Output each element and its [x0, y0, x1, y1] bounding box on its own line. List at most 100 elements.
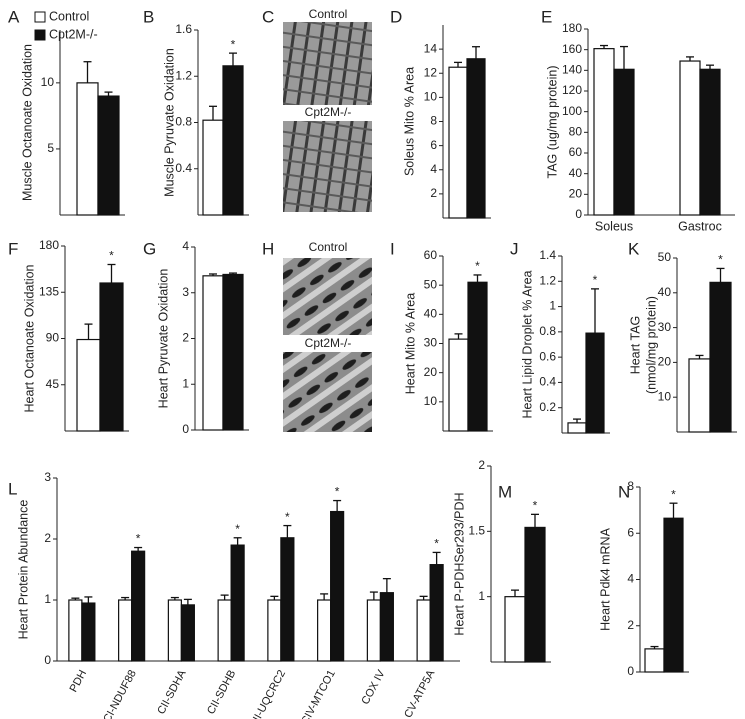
bar	[709, 281, 732, 433]
x-tick-label: Gastroc	[678, 219, 722, 233]
y-tick-label: 0	[44, 653, 51, 667]
y-tick-label: 0.6	[539, 349, 556, 363]
bar	[222, 65, 244, 216]
y-tick-label: 0	[182, 422, 189, 436]
bar	[68, 599, 83, 662]
y-tick-label: 8	[430, 114, 437, 128]
y-axis-label: Muscle Pyruvate Oxidation	[162, 48, 176, 197]
x-tick-label: CII-SDHB	[205, 668, 238, 716]
bar	[585, 332, 605, 434]
y-tick-label: 1	[478, 589, 485, 603]
panel-label: F	[8, 239, 18, 258]
panel-label: A	[8, 7, 20, 26]
panel-label: D	[390, 7, 402, 26]
micrograph	[283, 352, 372, 432]
significance-star: *	[671, 487, 676, 501]
x-tick-label: CI-NDUF88	[101, 668, 139, 719]
bar	[379, 592, 394, 662]
y-tick-label: 1.4	[539, 248, 556, 262]
y-tick-label: 1	[182, 376, 189, 390]
bar	[202, 119, 224, 216]
significance-star: *	[434, 537, 439, 551]
y-tick-label: 180	[39, 238, 59, 252]
bar	[679, 60, 701, 216]
y-tick-label: 2	[44, 531, 51, 545]
y-tick-label: 30	[658, 320, 672, 334]
y-tick-label: 40	[658, 285, 672, 299]
y-tick-label: 50	[658, 250, 672, 264]
legend-swatch	[34, 11, 46, 23]
bar	[131, 550, 146, 662]
bar	[644, 648, 665, 673]
y-tick-label: 40	[569, 166, 583, 180]
panel-label: J	[510, 239, 519, 258]
bar	[317, 599, 332, 662]
y-tick-label: 20	[424, 365, 438, 379]
bar	[567, 422, 587, 434]
y-tick-label: 1.6	[175, 22, 192, 36]
bar	[504, 596, 526, 663]
y-tick-label: 2	[430, 186, 437, 200]
y-tick-label: 45	[46, 377, 60, 391]
y-tick-label: 90	[46, 331, 60, 345]
legend-swatch	[34, 29, 46, 41]
legend-label: Cpt2M-/-	[49, 27, 98, 41]
y-tick-label: 0.8	[539, 324, 556, 338]
x-tick-label: Soleus	[595, 219, 633, 233]
y-tick-label: 100	[562, 104, 582, 118]
y-tick-label: 4	[182, 239, 189, 253]
bar	[81, 602, 96, 662]
bar	[467, 281, 488, 432]
y-tick-label: 50	[424, 277, 438, 291]
y-tick-label: 60	[569, 145, 583, 159]
y-tick-label: 3	[182, 285, 189, 299]
y-axis-label: Heart Lipid Droplet % Area	[520, 270, 534, 418]
panel-label: M	[498, 482, 512, 501]
panel-label: K	[628, 239, 640, 258]
x-tick-label: CII-SDHA	[155, 668, 189, 717]
significance-star: *	[533, 499, 538, 513]
image-label: Cpt2M-/-	[305, 336, 352, 350]
bar	[230, 544, 245, 662]
y-tick-label: 5	[47, 141, 54, 155]
y-tick-label: 3	[44, 470, 51, 484]
micrograph	[283, 258, 372, 335]
bar	[97, 95, 120, 216]
bar	[76, 338, 101, 432]
bar	[466, 58, 486, 219]
y-axis-label: Muscle Octanoate Oxidation	[20, 44, 34, 201]
bar	[202, 275, 224, 431]
significance-star: *	[718, 253, 723, 267]
significance-star: *	[285, 510, 290, 524]
y-axis-label: Heart Mito % Area	[403, 293, 417, 394]
bar	[118, 599, 133, 662]
y-tick-label: 1	[549, 299, 556, 313]
y-axis-label: Heart Pdk4 mRNA	[598, 527, 612, 630]
panel-label: I	[390, 239, 395, 258]
bar	[448, 66, 468, 219]
y-axis-label: Heart Protein Abundance	[16, 500, 30, 640]
image-label: Control	[309, 7, 348, 21]
significance-star: *	[109, 249, 114, 263]
bar	[167, 599, 182, 662]
bar	[448, 338, 469, 432]
x-tick-label: CIV-MTCO1	[299, 668, 338, 719]
bar	[688, 358, 711, 433]
y-tick-label: 10	[424, 394, 438, 408]
y-axis-label: TAG (ug/mg protein)	[545, 65, 559, 178]
y-tick-label: 1.5	[468, 524, 485, 538]
y-tick-label: 135	[39, 284, 59, 298]
y-tick-label: 2	[478, 458, 485, 472]
y-tick-label: 0.8	[175, 115, 192, 129]
y-tick-label: 120	[562, 83, 582, 97]
bar	[366, 599, 381, 662]
significance-star: *	[475, 259, 480, 273]
y-axis-label: Heart TAG	[628, 316, 642, 375]
bar	[180, 604, 195, 662]
y-tick-label: 40	[424, 307, 438, 321]
y-tick-label: 0.2	[539, 400, 556, 414]
y-tick-label: 12	[424, 65, 438, 79]
bar	[699, 68, 721, 216]
y-tick-label: 14	[424, 41, 438, 55]
